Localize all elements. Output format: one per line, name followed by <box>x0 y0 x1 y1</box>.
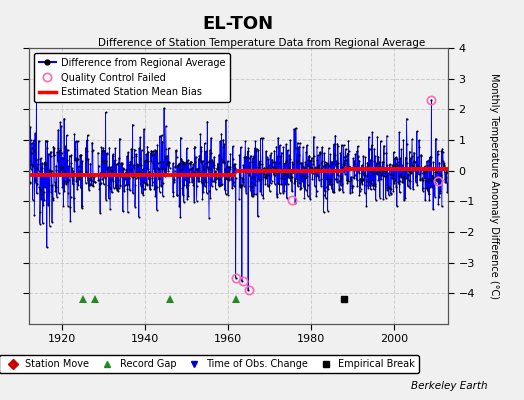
Title: EL-TON: EL-TON <box>203 14 274 32</box>
Text: Berkeley Earth: Berkeley Earth <box>411 381 487 391</box>
Legend: Station Move, Record Gap, Time of Obs. Change, Empirical Break: Station Move, Record Gap, Time of Obs. C… <box>0 355 419 373</box>
Y-axis label: Monthly Temperature Anomaly Difference (°C): Monthly Temperature Anomaly Difference (… <box>489 73 499 299</box>
Text: Difference of Station Temperature Data from Regional Average: Difference of Station Temperature Data f… <box>99 38 425 48</box>
